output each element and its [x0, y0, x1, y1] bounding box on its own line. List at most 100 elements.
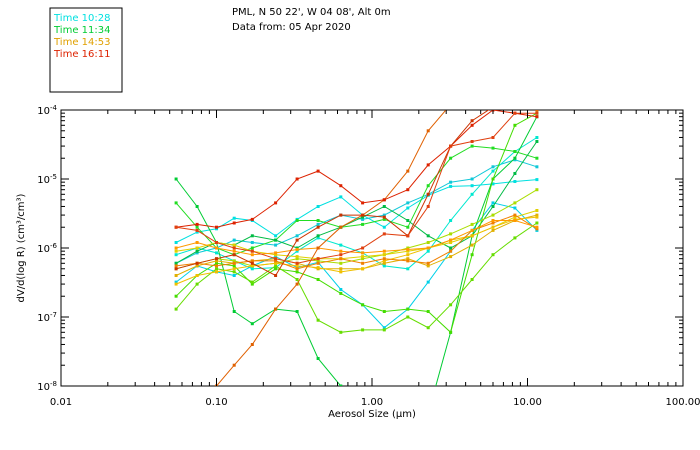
data-point	[174, 253, 178, 257]
data-point	[406, 201, 410, 205]
series-line	[175, 159, 538, 264]
data-point	[316, 259, 320, 263]
data-point	[174, 274, 178, 277]
data-point	[382, 261, 386, 265]
data-point	[215, 270, 218, 274]
data-point	[470, 140, 474, 143]
data-point	[535, 188, 539, 192]
data-point	[361, 222, 365, 226]
data-point	[361, 246, 365, 250]
data-point	[274, 238, 278, 242]
data-point	[382, 326, 386, 330]
data-point	[339, 330, 343, 334]
series-line	[176, 112, 537, 264]
data-point	[535, 225, 539, 229]
data-point	[250, 282, 254, 286]
data-point	[250, 249, 254, 253]
data-point	[174, 241, 178, 244]
data-point	[316, 278, 320, 281]
data-point	[491, 165, 495, 169]
data-point	[339, 213, 343, 217]
data-point	[382, 225, 386, 229]
data-point	[470, 123, 474, 127]
x-tick-label: 0.10	[205, 397, 227, 408]
data-point	[470, 234, 474, 238]
data-point	[316, 318, 320, 322]
data-point	[513, 98, 516, 101]
series-line	[175, 222, 538, 333]
data-point	[232, 267, 236, 271]
data-point	[535, 221, 539, 225]
data-point	[274, 234, 278, 238]
data-point	[215, 241, 218, 244]
data-point	[316, 219, 320, 222]
data-point	[513, 123, 517, 127]
data-point	[426, 205, 430, 208]
data-point	[535, 209, 539, 212]
data-point	[491, 213, 495, 217]
data-point	[426, 246, 430, 250]
data-point	[406, 253, 410, 257]
data-point	[382, 310, 386, 313]
data-point	[174, 246, 178, 250]
data-point	[174, 201, 178, 205]
data-point	[361, 257, 365, 261]
data-point	[250, 343, 254, 346]
data-point	[174, 282, 178, 286]
data-point	[406, 259, 410, 263]
data-point	[215, 227, 218, 231]
data-point	[535, 136, 539, 139]
data-point	[232, 264, 236, 268]
series-line	[175, 110, 490, 277]
series-line	[175, 141, 538, 264]
data-point	[491, 146, 495, 150]
data-point	[232, 249, 236, 253]
data-point	[470, 253, 474, 257]
data-point	[174, 264, 178, 268]
data-point	[406, 206, 410, 210]
data-point	[295, 257, 299, 261]
data-point	[426, 192, 430, 196]
data-point	[295, 234, 299, 238]
data-point	[535, 178, 539, 182]
data-point	[316, 246, 320, 250]
data-point	[274, 201, 278, 205]
data-point	[195, 246, 199, 250]
data-point	[491, 182, 495, 186]
series-9	[174, 188, 539, 271]
data-point	[196, 400, 199, 403]
x-tick-label: 1.00	[361, 397, 383, 408]
data-point	[361, 213, 365, 217]
data-point	[250, 246, 254, 250]
data-point	[449, 103, 452, 106]
data-point	[491, 177, 495, 181]
series-line	[175, 216, 537, 285]
y-tick-label: 10-8	[37, 380, 57, 393]
data-point	[316, 234, 320, 238]
data-point	[195, 274, 199, 277]
y-tick-label: 10-5	[37, 173, 57, 186]
data-point	[274, 255, 278, 259]
data-point	[339, 291, 343, 295]
data-point	[174, 177, 178, 181]
data-point	[195, 251, 199, 255]
legend-label: Time 14:53	[53, 37, 110, 48]
data-point	[406, 257, 410, 261]
data-point	[250, 241, 254, 244]
data-point	[449, 238, 453, 242]
data-point	[295, 255, 299, 259]
data-point	[491, 201, 495, 205]
data-point	[295, 264, 299, 268]
data-point	[449, 249, 453, 253]
data-point	[295, 249, 299, 253]
data-point	[195, 249, 199, 253]
series-line	[215, 110, 537, 386]
data-point	[449, 246, 453, 250]
data-point	[339, 384, 343, 386]
data-point	[535, 227, 539, 231]
data-point	[316, 222, 320, 226]
data-point	[295, 261, 299, 265]
data-point	[174, 261, 178, 265]
data-point	[406, 249, 410, 253]
